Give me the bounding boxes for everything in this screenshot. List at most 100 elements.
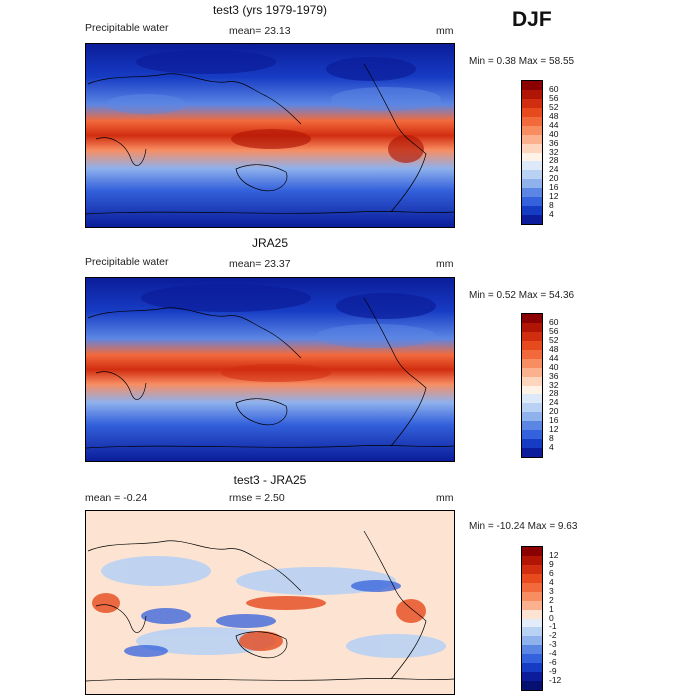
colorbar-tick-label: 32 — [549, 146, 559, 157]
colorbar-tick-label: 24 — [549, 397, 559, 408]
colorbar-swatch — [522, 609, 542, 619]
colorbar-tick-label: 16 — [549, 182, 559, 193]
colorbar-swatch — [522, 134, 542, 144]
colorbar-swatch — [522, 547, 542, 556]
colorbar-tick-label: 40 — [549, 361, 559, 372]
colorbar-swatch — [522, 430, 542, 440]
colorbar-swatch — [522, 394, 542, 404]
colorbar-swatch — [522, 663, 542, 673]
colorbar-swatch — [522, 197, 542, 207]
panel-1-units: mm — [436, 25, 454, 37]
panel-3-map-svg — [85, 511, 455, 694]
colorbar-swatch — [522, 161, 542, 171]
panel-3-mean: mean = -0.24 — [85, 492, 148, 504]
colorbar-swatch — [522, 152, 542, 162]
colorbar-tick-label: 32 — [549, 379, 559, 390]
colorbar-tick-label: 8 — [549, 433, 554, 444]
colorbar-tick-label: 52 — [549, 334, 559, 345]
colorbar-tick-label: 6 — [549, 567, 554, 578]
panel-1-colorbar-labels: 60 56 52 48 44 40 36 32 28 24 20 16 12 8 4 — [549, 80, 579, 225]
colorbar-tick-label: 44 — [549, 352, 559, 363]
colorbar-tick-label: 4 — [549, 442, 554, 453]
colorbar-tick-label: 24 — [549, 164, 559, 175]
season-label: DJF — [512, 8, 552, 31]
colorbar-swatch — [522, 340, 542, 350]
colorbar-swatch — [522, 403, 542, 413]
colorbar-swatch — [522, 439, 542, 449]
colorbar-swatch — [522, 555, 542, 565]
colorbar-swatch — [522, 627, 542, 637]
colorbar-swatch — [522, 421, 542, 431]
colorbar-tick-label: 0 — [549, 612, 554, 623]
colorbar-tick-label: 9 — [549, 558, 554, 569]
colorbar-tick-label: 8 — [549, 200, 554, 211]
panel-2-colorbar-labels: 60 56 52 48 44 40 36 32 28 24 20 16 12 8 4 — [549, 313, 579, 458]
colorbar-tick-label: -12 — [549, 675, 562, 686]
panel-2-map-svg — [85, 278, 455, 461]
panel-2-map — [85, 277, 455, 462]
colorbar-tick-label: 56 — [549, 325, 559, 336]
colorbar-swatch — [522, 412, 542, 422]
colorbar-swatch — [522, 314, 542, 323]
colorbar-swatch — [522, 448, 542, 457]
colorbar-swatch — [522, 143, 542, 153]
colorbar-swatch — [522, 385, 542, 395]
panel-1-colorbar — [521, 80, 543, 225]
colorbar-tick-label: 4 — [549, 576, 554, 587]
colorbar-tick-label: 20 — [549, 173, 559, 184]
colorbar-swatch — [522, 125, 542, 135]
colorbar-swatch — [522, 681, 542, 690]
colorbar-swatch — [522, 573, 542, 583]
colorbar-swatch — [522, 206, 542, 216]
panel-2-variable-label: Precipitable water — [85, 256, 169, 268]
panel-1-variable-label: Precipitable water — [85, 22, 169, 34]
colorbar-tick-label: 28 — [549, 388, 559, 399]
colorbar-swatch — [522, 116, 542, 126]
panel-3-colorbar — [521, 546, 543, 691]
panel-1-map-svg — [85, 44, 455, 227]
colorbar-tick-label: 3 — [549, 585, 554, 596]
colorbar-tick-label: 12 — [549, 424, 559, 435]
colorbar-swatch — [522, 618, 542, 628]
colorbar-tick-label: -6 — [549, 657, 557, 668]
panel-1-minmax: Min = 0.38 Max = 58.55 — [469, 56, 575, 67]
colorbar-tick-label: 20 — [549, 406, 559, 417]
panel-2-mean: mean= 23.37 — [229, 258, 291, 270]
colorbar-swatch — [522, 188, 542, 198]
colorbar-tick-label: 52 — [549, 101, 559, 112]
panel-3-rmse: rmse = 2.50 — [229, 492, 285, 504]
colorbar-swatch — [522, 89, 542, 99]
colorbar-swatch — [522, 215, 542, 224]
panel-1-map — [85, 43, 455, 228]
colorbar-tick-label: 56 — [549, 92, 559, 103]
panel-2-title: JRA25 — [251, 236, 289, 250]
colorbar-tick-label: -4 — [549, 648, 557, 659]
colorbar-swatch — [522, 170, 542, 180]
colorbar-swatch — [522, 322, 542, 332]
colorbar-tick-label: 60 — [549, 316, 559, 327]
colorbar-tick-label: 16 — [549, 415, 559, 426]
colorbar-tick-label: 1 — [549, 603, 554, 614]
colorbar-swatch — [522, 81, 542, 90]
colorbar-swatch — [522, 672, 542, 682]
colorbar-tick-label: 44 — [549, 119, 559, 130]
panel-2-colorbar — [521, 313, 543, 458]
colorbar-swatch — [522, 564, 542, 574]
panel-3-colorbar-labels: 12 9 6 4 3 2 1 0 -1 -2 -3 -4 -6 -9 -12 — [549, 546, 579, 691]
panel-1-mean: mean= 23.13 — [229, 25, 291, 37]
panel-3-title: test3 - JRA25 — [233, 473, 307, 487]
colorbar-swatch — [522, 98, 542, 108]
colorbar-swatch — [522, 367, 542, 377]
colorbar-swatch — [522, 331, 542, 341]
colorbar-swatch — [522, 645, 542, 655]
colorbar-swatch — [522, 376, 542, 386]
colorbar-tick-label: -9 — [549, 666, 557, 677]
colorbar-tick-label: 28 — [549, 155, 559, 166]
colorbar-tick-label: 2 — [549, 594, 554, 605]
colorbar-tick-label: 4 — [549, 209, 554, 220]
panel-3-map — [85, 510, 455, 695]
colorbar-swatch — [522, 358, 542, 368]
colorbar-tick-label: 48 — [549, 343, 559, 354]
panel-2-minmax: Min = 0.52 Max = 54.36 — [469, 290, 575, 301]
colorbar-tick-label: -1 — [549, 621, 557, 632]
